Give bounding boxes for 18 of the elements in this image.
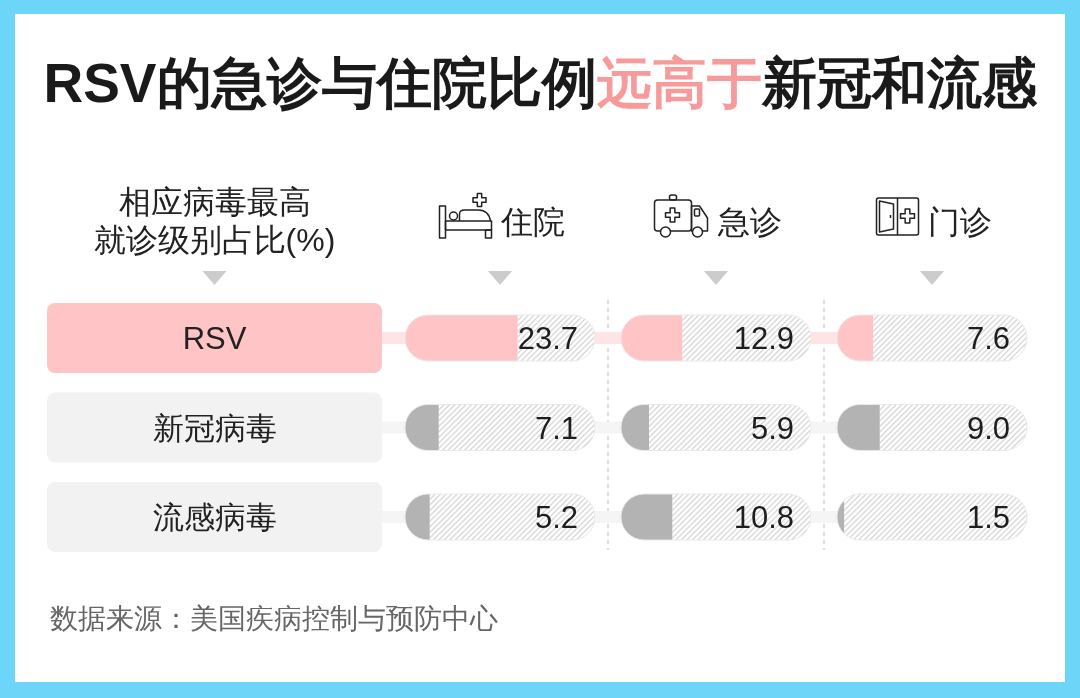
y-tick-label: 新冠病毒 (152, 410, 277, 446)
data-label: 5.9 (750, 410, 794, 446)
y-axis-title: 相应病毒最高就诊级别占比(%) (93, 184, 336, 258)
y-tick-label: 流感病毒 (152, 500, 277, 535)
data-label: 12.9 (733, 321, 794, 356)
x-axis-title: 门诊 (927, 204, 992, 240)
data-label: 7.6 (966, 321, 1010, 356)
chart-title: RSV的急诊与住院比例远高于新冠和流感 (43, 52, 1038, 114)
x-axis-title: 住院 (499, 204, 565, 240)
x-axis-title: 急诊 (716, 204, 782, 240)
data-label: 10.8 (733, 500, 794, 535)
data-label: 1.5 (966, 500, 1010, 535)
data-label: 23.7 (517, 321, 578, 356)
source-note: 数据来源：美国疾病控制与预防中心 (50, 603, 498, 634)
data-label: 5.2 (534, 500, 578, 535)
y-tick-label: RSV (182, 321, 247, 356)
data-label: 9.0 (966, 410, 1010, 446)
data-label: 7.1 (534, 410, 578, 446)
